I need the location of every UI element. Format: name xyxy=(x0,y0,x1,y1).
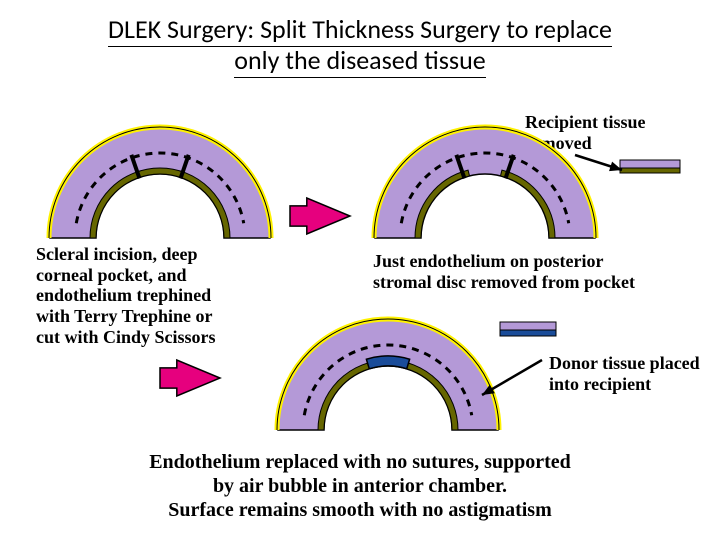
diagram-svg xyxy=(0,0,720,540)
